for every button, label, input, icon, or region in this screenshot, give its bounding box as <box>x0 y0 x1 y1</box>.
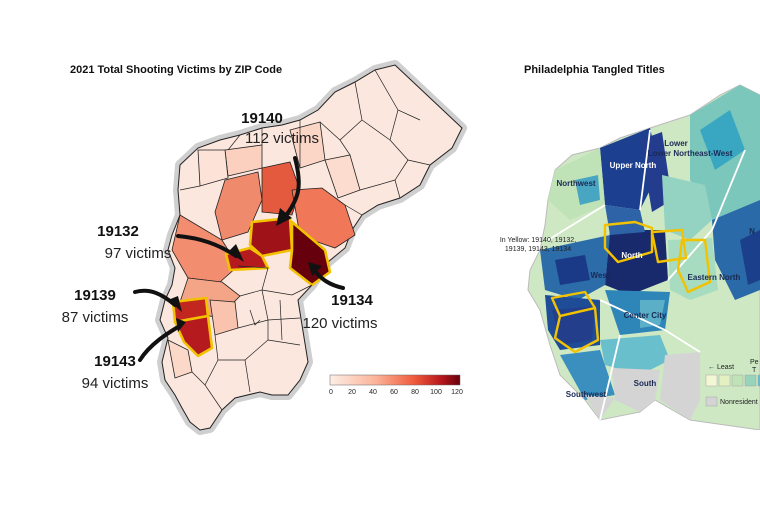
legend-tick: 100 <box>430 389 442 396</box>
legend-ticks: 0 20 40 60 80 100 120 <box>329 389 463 396</box>
tangled-titles-legend: ← Least Pe T Nonresident <box>705 359 760 407</box>
callout-19139: 19139 87 victims <box>62 287 129 326</box>
callout-19143: 19143 94 victims <box>82 353 149 392</box>
zip-19140-shape <box>248 216 294 258</box>
legend-swatch <box>718 374 731 387</box>
callout-victims: 87 victims <box>62 309 129 326</box>
yellow-zip-note: In Yellow: 19140, 19132, 19139, 19143, 1… <box>500 237 576 253</box>
legend-swatch <box>744 374 757 387</box>
yellow-note-line1: In Yellow: 19140, 19132, <box>500 237 576 244</box>
arrow-19140 <box>282 156 301 220</box>
region-north: North <box>621 251 642 260</box>
callout-zip: 19140 <box>241 110 283 127</box>
legend-tick: 0 <box>329 389 333 396</box>
legend-tick: 40 <box>369 389 377 396</box>
shooting-legend: 0 20 40 60 80 100 120 <box>329 374 463 396</box>
callout-victims: 94 victims <box>82 375 149 392</box>
right-map-yellow-zips <box>550 220 712 354</box>
left-map-title: 2021 Total Shooting Victims by ZIP Code <box>70 64 283 76</box>
region-west: West <box>591 271 610 280</box>
legend-tick: 20 <box>348 389 356 396</box>
callout-zip: 19134 <box>331 292 373 309</box>
legend-tick: 60 <box>390 389 398 396</box>
left-map: 19140 112 victims 19132 97 victims 19139… <box>62 60 467 435</box>
zip-area <box>214 171 263 241</box>
callout-19134: 19134 120 victims <box>302 292 377 332</box>
callout-victims: 112 victims <box>245 130 319 147</box>
legend-least-label: ← Least <box>708 364 734 371</box>
right-map-tracts <box>540 85 760 420</box>
right-map-streets <box>547 129 746 421</box>
callout-victims: 97 victims <box>105 245 172 262</box>
region-n-partial: N <box>749 227 755 236</box>
legend-nonresidential-swatch <box>705 396 718 407</box>
legend-percent-label: Pe <box>750 359 759 366</box>
region-northwest: Northwest <box>556 179 595 188</box>
highlighted-zips <box>171 216 332 358</box>
zip-19143-shape <box>173 314 214 358</box>
legend-t-label: T <box>752 367 757 374</box>
region-south: South <box>634 379 657 388</box>
arrow-heads <box>168 208 322 332</box>
right-map: Lower Lower Northeast-West Upper North N… <box>527 84 760 430</box>
region-center-city: Center City <box>624 311 667 320</box>
callout-zip: 19132 <box>97 223 139 240</box>
region-southwest: Southwest <box>566 390 607 399</box>
arrow-19134 <box>312 268 345 290</box>
legend-nonresidential-label: Nonresident <box>720 399 758 406</box>
right-map-region-labels: Lower Lower Northeast-West Upper North N… <box>556 139 755 399</box>
callout-zip: 19139 <box>74 287 116 304</box>
legend-gradient-bar <box>329 374 461 386</box>
region-lower-ne-line1: Lower <box>664 139 688 148</box>
zip-boundaries <box>179 69 431 411</box>
region-lower-ne: Lower Northeast-West <box>648 149 733 158</box>
legend-tick: 80 <box>411 389 419 396</box>
legend-swatch <box>757 374 760 387</box>
zip-polygons <box>167 121 361 379</box>
region-upper-north: Upper North <box>610 161 657 170</box>
legend-swatch <box>705 374 718 387</box>
region-eastern-north: Eastern North <box>688 273 741 282</box>
legend-tick: 120 <box>451 389 463 396</box>
callout-zip: 19143 <box>94 353 136 370</box>
callout-19140: 19140 112 victims <box>241 110 319 147</box>
callout-victims: 120 victims <box>302 315 377 332</box>
arrow-19143 <box>138 325 180 362</box>
legend-swatch <box>731 374 744 387</box>
callout-19132: 19132 97 victims <box>97 223 171 262</box>
yellow-note-line2: 19139, 19143, 19134 <box>505 246 571 253</box>
right-map-title: Philadelphia Tangled Titles <box>524 64 665 76</box>
zip-area <box>197 149 229 187</box>
